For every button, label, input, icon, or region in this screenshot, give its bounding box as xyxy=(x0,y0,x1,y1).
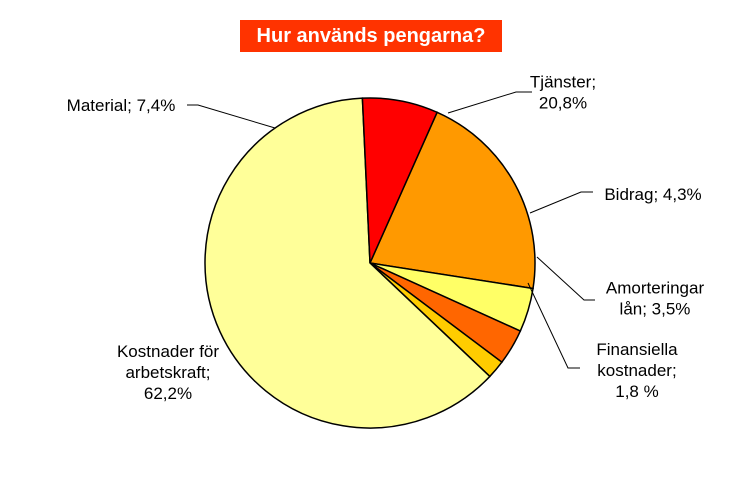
pie-slice-tjänster xyxy=(368,111,536,290)
leader-line xyxy=(536,256,595,301)
leader-line xyxy=(527,282,580,369)
data-label: Tjänster; 20,8% xyxy=(530,73,596,113)
data-label: Material; 7,4% xyxy=(67,96,176,115)
leader-line xyxy=(529,191,593,214)
data-label: Bidrag; 4,3% xyxy=(604,185,701,204)
chart-title: Hur används pengarna? xyxy=(240,20,502,52)
data-label: Amorteringar lån; 3,5% xyxy=(606,279,705,319)
leader-line xyxy=(447,91,532,114)
pie-slice-material xyxy=(361,97,439,264)
data-label: Kostnader för arbetskraft; 62,2% xyxy=(117,342,219,403)
data-label: Finansiella kostnader; 1,8 % xyxy=(596,340,678,401)
leader-line xyxy=(187,104,276,129)
pie-slice-kostnader-för-arbetskraft xyxy=(204,97,491,429)
